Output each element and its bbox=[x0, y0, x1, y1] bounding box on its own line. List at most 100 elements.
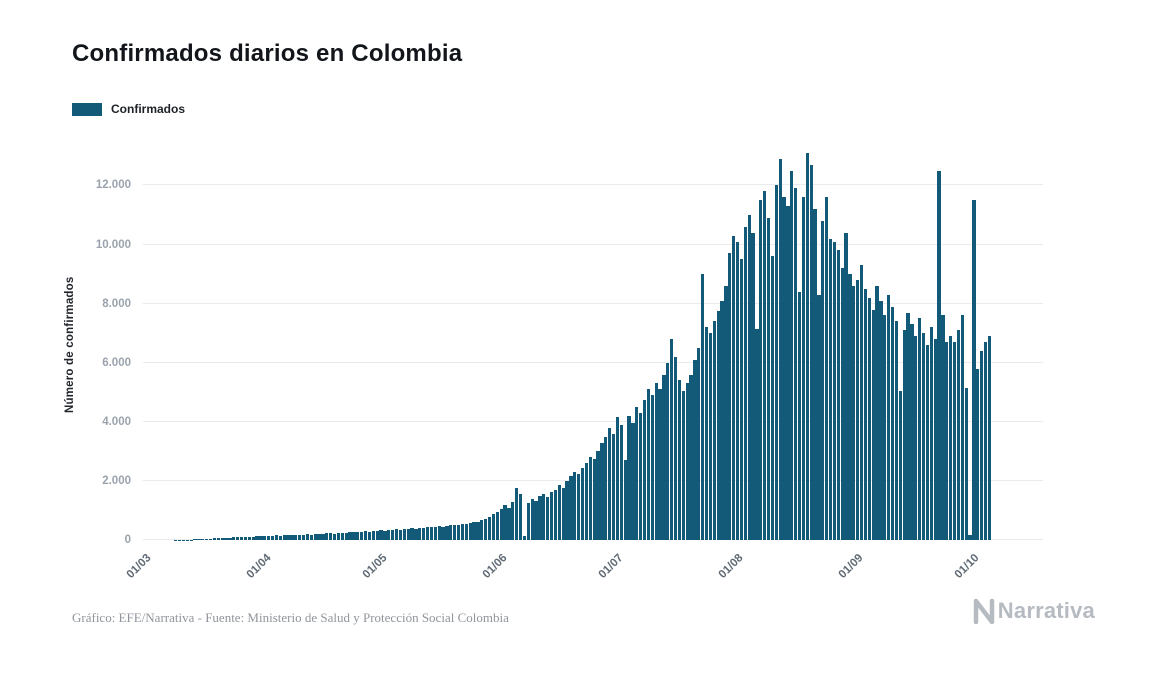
bar[interactable] bbox=[797, 291, 802, 540]
bar[interactable] bbox=[363, 531, 368, 540]
bar[interactable] bbox=[817, 294, 821, 540]
bar[interactable] bbox=[879, 300, 883, 540]
bar[interactable] bbox=[321, 533, 325, 540]
bar[interactable] bbox=[720, 300, 724, 540]
bar[interactable] bbox=[685, 383, 689, 540]
bar[interactable] bbox=[449, 525, 453, 540]
bar[interactable] bbox=[255, 536, 259, 540]
bar[interactable] bbox=[910, 324, 914, 540]
bar[interactable] bbox=[561, 488, 565, 540]
bar[interactable] bbox=[499, 508, 503, 540]
bar[interactable] bbox=[937, 170, 941, 540]
bar[interactable] bbox=[441, 526, 445, 540]
bar[interactable] bbox=[941, 315, 945, 540]
bar[interactable] bbox=[716, 311, 720, 540]
bar[interactable] bbox=[751, 232, 755, 540]
bar[interactable] bbox=[565, 480, 569, 540]
bar[interactable] bbox=[600, 443, 604, 540]
bar[interactable] bbox=[677, 380, 682, 540]
bar[interactable] bbox=[987, 336, 992, 540]
bar[interactable] bbox=[639, 412, 643, 540]
bar[interactable] bbox=[836, 250, 840, 540]
bar[interactable] bbox=[906, 312, 910, 540]
bar[interactable] bbox=[724, 285, 728, 540]
bar[interactable] bbox=[945, 342, 949, 540]
bar[interactable] bbox=[201, 539, 205, 540]
bar[interactable] bbox=[305, 534, 310, 540]
bar[interactable] bbox=[704, 327, 709, 540]
bar[interactable] bbox=[243, 536, 248, 540]
bar[interactable] bbox=[394, 529, 399, 540]
bar[interactable] bbox=[193, 539, 197, 540]
bar[interactable] bbox=[371, 531, 375, 540]
bar[interactable] bbox=[278, 535, 282, 540]
bar[interactable] bbox=[883, 315, 887, 540]
bar[interactable] bbox=[402, 528, 406, 540]
bar[interactable] bbox=[809, 164, 813, 540]
bar[interactable] bbox=[425, 527, 430, 540]
bar[interactable] bbox=[542, 493, 546, 540]
bar[interactable] bbox=[507, 507, 511, 540]
bar[interactable] bbox=[759, 200, 763, 540]
bar[interactable] bbox=[406, 529, 410, 540]
bar[interactable] bbox=[956, 330, 961, 540]
bar[interactable] bbox=[697, 347, 701, 540]
bar[interactable] bbox=[689, 374, 693, 540]
bar[interactable] bbox=[530, 498, 534, 540]
bar[interactable] bbox=[348, 532, 352, 540]
bar[interactable] bbox=[596, 451, 600, 540]
bar[interactable] bbox=[511, 501, 515, 540]
bar[interactable] bbox=[890, 306, 895, 540]
bar[interactable] bbox=[286, 535, 290, 540]
bar[interactable] bbox=[274, 535, 279, 540]
bar[interactable] bbox=[728, 253, 732, 540]
bar[interactable] bbox=[790, 170, 794, 540]
bar[interactable] bbox=[491, 514, 496, 540]
bar[interactable] bbox=[224, 537, 228, 540]
bar[interactable] bbox=[821, 220, 825, 540]
bar[interactable] bbox=[662, 374, 666, 540]
bar[interactable] bbox=[360, 531, 364, 540]
bar[interactable] bbox=[642, 399, 647, 540]
bar[interactable] bbox=[646, 389, 651, 540]
bar[interactable] bbox=[503, 504, 507, 540]
bar[interactable] bbox=[298, 534, 302, 540]
bar[interactable] bbox=[918, 318, 922, 540]
bar[interactable] bbox=[755, 329, 759, 540]
bar[interactable] bbox=[592, 458, 596, 540]
bar[interactable] bbox=[708, 333, 713, 540]
bar[interactable] bbox=[914, 336, 918, 540]
bar[interactable] bbox=[739, 259, 744, 540]
bar[interactable] bbox=[774, 185, 778, 540]
bar[interactable] bbox=[259, 536, 263, 540]
bar[interactable] bbox=[301, 534, 306, 540]
bar[interactable] bbox=[813, 209, 817, 540]
bar[interactable] bbox=[859, 265, 864, 540]
bar[interactable] bbox=[701, 274, 705, 540]
bar[interactable] bbox=[251, 536, 255, 540]
bar[interactable] bbox=[228, 537, 232, 540]
bar[interactable] bbox=[526, 503, 530, 540]
bar[interactable] bbox=[538, 496, 542, 540]
bar[interactable] bbox=[197, 539, 201, 540]
bar[interactable] bbox=[336, 532, 341, 540]
bar[interactable] bbox=[344, 532, 348, 540]
bar[interactable] bbox=[921, 333, 926, 540]
bar[interactable] bbox=[964, 387, 968, 540]
bar[interactable] bbox=[588, 457, 592, 540]
bar[interactable] bbox=[712, 321, 716, 540]
bar[interactable] bbox=[933, 339, 937, 540]
bar[interactable] bbox=[650, 395, 654, 540]
bar[interactable] bbox=[871, 309, 875, 540]
bar[interactable] bbox=[414, 528, 418, 540]
bar[interactable] bbox=[666, 362, 670, 540]
bar[interactable] bbox=[484, 518, 488, 540]
bar[interactable] bbox=[247, 536, 251, 540]
bar[interactable] bbox=[863, 288, 868, 540]
bar[interactable] bbox=[782, 197, 786, 540]
bar[interactable] bbox=[340, 532, 344, 540]
bar[interactable] bbox=[522, 536, 527, 540]
bar[interactable] bbox=[290, 534, 294, 540]
bar[interactable] bbox=[867, 297, 871, 540]
bar[interactable] bbox=[329, 533, 333, 540]
